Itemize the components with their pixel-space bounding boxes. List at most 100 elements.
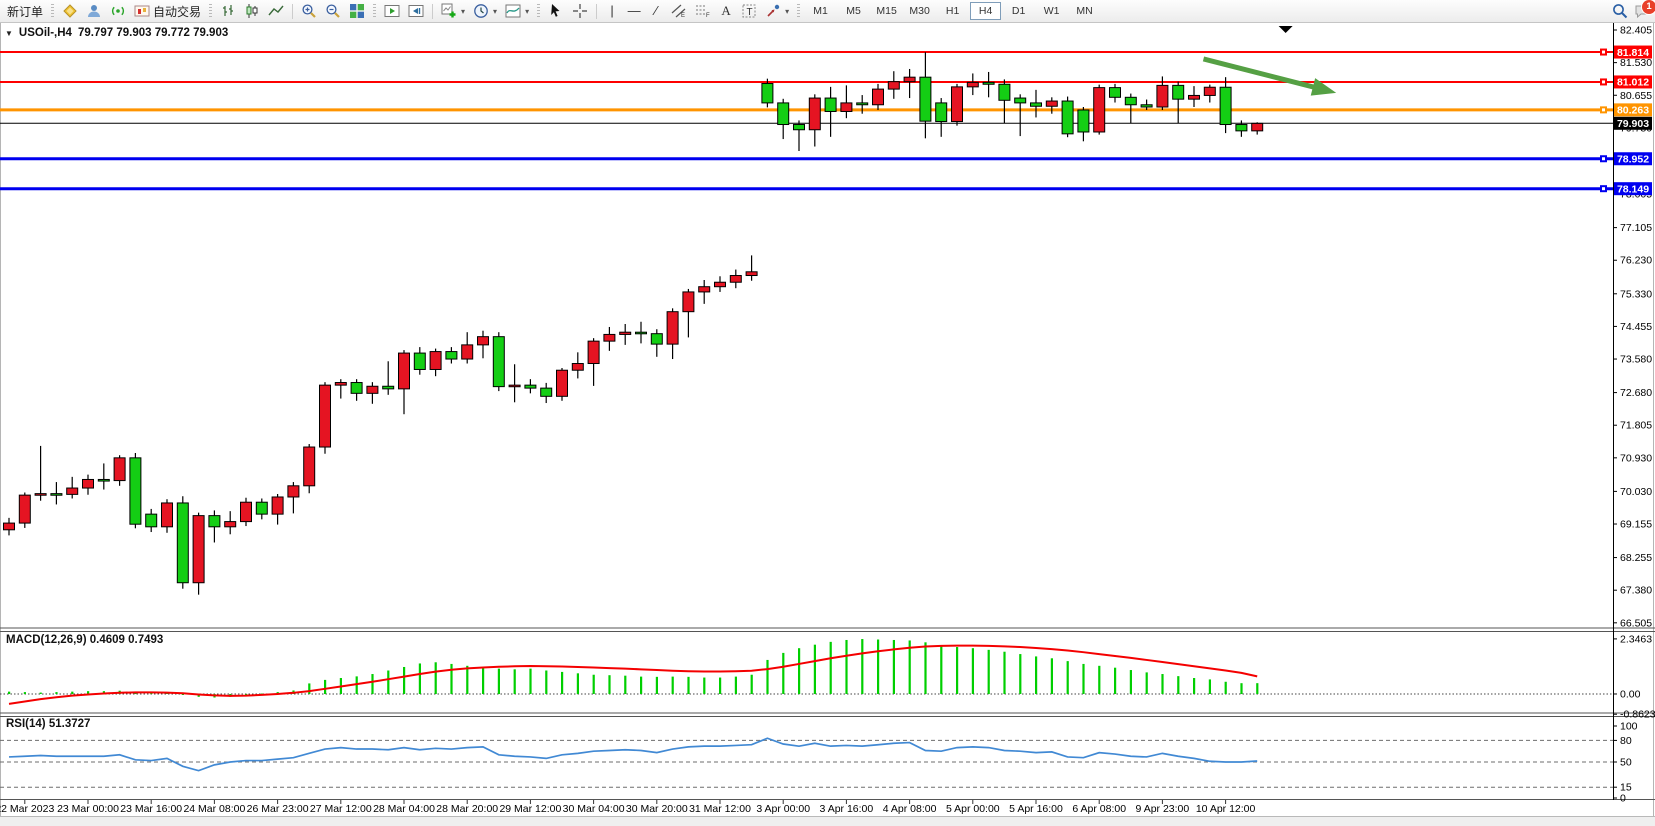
svg-text:2.3463: 2.3463	[1620, 633, 1652, 645]
svg-text:71.805: 71.805	[1620, 420, 1652, 432]
chart-shift-marker	[1278, 26, 1293, 33]
deposit-button[interactable]	[58, 1, 82, 22]
signal-button[interactable]	[106, 1, 130, 22]
text-tool-button[interactable]: A	[715, 1, 737, 22]
text-label-tool-button[interactable]: T	[737, 1, 761, 22]
horizontal-level-lines	[0, 48, 1613, 193]
svg-text:23 Mar 00:00: 23 Mar 00:00	[57, 803, 119, 815]
toolbar-separator	[432, 3, 434, 19]
toolbar-grip	[373, 3, 377, 19]
profile-next-button[interactable]	[404, 1, 428, 22]
chevron-down-icon: ▾	[493, 6, 498, 16]
autotrading-icon	[134, 5, 150, 17]
new-chart-button[interactable]: ▾	[437, 1, 469, 22]
bar-chart-button[interactable]	[216, 1, 240, 22]
svg-text:77.105: 77.105	[1620, 222, 1652, 234]
cursor-button[interactable]	[544, 1, 568, 22]
svg-text:80.263: 80.263	[1617, 105, 1649, 117]
svg-text:23 Mar 16:00: 23 Mar 16:00	[120, 803, 182, 815]
svg-text:5 Apr 00:00: 5 Apr 00:00	[946, 803, 1000, 815]
zoom-in-button[interactable]	[297, 1, 321, 22]
line-chart-button[interactable]	[264, 1, 288, 22]
search-icon[interactable]	[1612, 3, 1628, 19]
macd-histogram	[8, 639, 1259, 698]
ohlc-values: 79.797 79.903 79.772 79.903	[77, 27, 229, 39]
indicators-button[interactable]: ▾	[501, 1, 533, 22]
vertical-line-tool-button[interactable]: |	[601, 1, 623, 22]
svg-text:50: 50	[1620, 756, 1632, 768]
rsi-value: 51.3727	[48, 718, 91, 730]
timeframe-button-m1[interactable]: M1	[813, 5, 828, 17]
arrowhead-icon	[1310, 78, 1337, 96]
timeframe-button-mn[interactable]: MN	[1076, 5, 1093, 17]
svg-text:-0.8623: -0.8623	[1620, 709, 1655, 721]
trendline-icon: ∕	[654, 3, 658, 18]
svg-text:9 Apr 23:00: 9 Apr 23:00	[1136, 803, 1190, 815]
timeframe-button-m30[interactable]: M30	[909, 5, 930, 17]
svg-text:70.030: 70.030	[1620, 486, 1652, 498]
profile-previous-button[interactable]	[380, 1, 404, 22]
new-order-label: 新订单	[7, 4, 44, 19]
timeframe-button-h1[interactable]: H1	[945, 5, 960, 17]
svg-text:81.814: 81.814	[1617, 47, 1649, 59]
cursor-icon	[551, 4, 560, 17]
svg-text:75.330: 75.330	[1620, 288, 1652, 300]
vertical-line-icon: |	[610, 3, 614, 18]
zoom-out-button[interactable]	[321, 1, 345, 22]
equidistant-channel-icon: E	[671, 4, 686, 19]
notifications-button[interactable]: 1	[1634, 0, 1655, 19]
line-chart-icon	[268, 5, 284, 16]
toolbar-separator	[292, 3, 294, 19]
svg-text:5 Apr 16:00: 5 Apr 16:00	[1009, 803, 1063, 815]
price-axis-badges	[1614, 45, 1652, 196]
new-order-button[interactable]: 新订单	[3, 1, 47, 22]
svg-text:66.505: 66.505	[1620, 617, 1652, 629]
candlestick-chart-button[interactable]	[240, 1, 264, 22]
toolbar-grip	[51, 3, 55, 19]
notification-count-badge: 1	[1642, 0, 1655, 14]
fibonacci-tool-button[interactable]: F	[691, 1, 715, 22]
text-label-icon: T	[742, 4, 756, 18]
timeframe-button-h4[interactable]: H4	[970, 2, 1002, 20]
svg-text:76.230: 76.230	[1620, 255, 1652, 267]
symbol-dropdown-icon[interactable]: ▼	[5, 28, 13, 38]
trend-annotation-arrow	[1202, 56, 1321, 92]
text-tool-icon: A	[721, 3, 731, 18]
macd-values: 0.4609 0.7493	[89, 634, 164, 646]
autotrading-button[interactable]: 自动交易	[130, 1, 205, 22]
timeframe-button-m15[interactable]: M15	[876, 5, 897, 17]
svg-text:6 Apr 08:00: 6 Apr 08:00	[1072, 803, 1126, 815]
svg-text:3 Apr 16:00: 3 Apr 16:00	[820, 803, 874, 815]
crosshair-button[interactable]	[568, 1, 592, 22]
signal-icon	[112, 6, 125, 16]
svg-text:E: E	[681, 13, 685, 19]
timeframe-button-d1[interactable]: D1	[1011, 5, 1026, 17]
svg-text:15: 15	[1620, 782, 1632, 794]
macd-signal-line	[8, 644, 1258, 705]
horizontal-line-icon: —	[627, 3, 641, 18]
timeframe-button-m5[interactable]: M5	[846, 5, 861, 17]
macd-title: MACD(12,26,9)	[6, 634, 87, 646]
rsi-label: RSI(14) 51.3727	[6, 718, 90, 730]
macd-label: MACD(12,26,9) 0.4609 0.7493	[6, 634, 163, 646]
trendline-tool-button[interactable]: ∕	[645, 1, 667, 22]
crosshair-icon	[573, 4, 588, 18]
svg-text:10 Apr 12:00: 10 Apr 12:00	[1196, 803, 1256, 815]
svg-text:81.012: 81.012	[1617, 77, 1649, 89]
svg-text:72.680: 72.680	[1620, 387, 1652, 399]
tile-windows-icon	[350, 4, 365, 18]
period-button[interactable]: ▾	[469, 1, 501, 22]
clock-icon	[474, 4, 488, 18]
gem-icon	[63, 4, 77, 18]
timeframe-button-w1[interactable]: W1	[1043, 5, 1060, 17]
candlestick-chart-icon	[246, 4, 258, 18]
community-button[interactable]	[82, 1, 106, 22]
svg-text:67.380: 67.380	[1620, 585, 1652, 597]
channel-tool-button[interactable]: E	[667, 1, 691, 22]
tile-windows-button[interactable]	[345, 1, 369, 22]
horizontal-line-tool-button[interactable]: —	[623, 1, 645, 22]
rsi-line	[8, 737, 1258, 772]
arrows-tool-button[interactable]: ▾	[761, 1, 793, 22]
